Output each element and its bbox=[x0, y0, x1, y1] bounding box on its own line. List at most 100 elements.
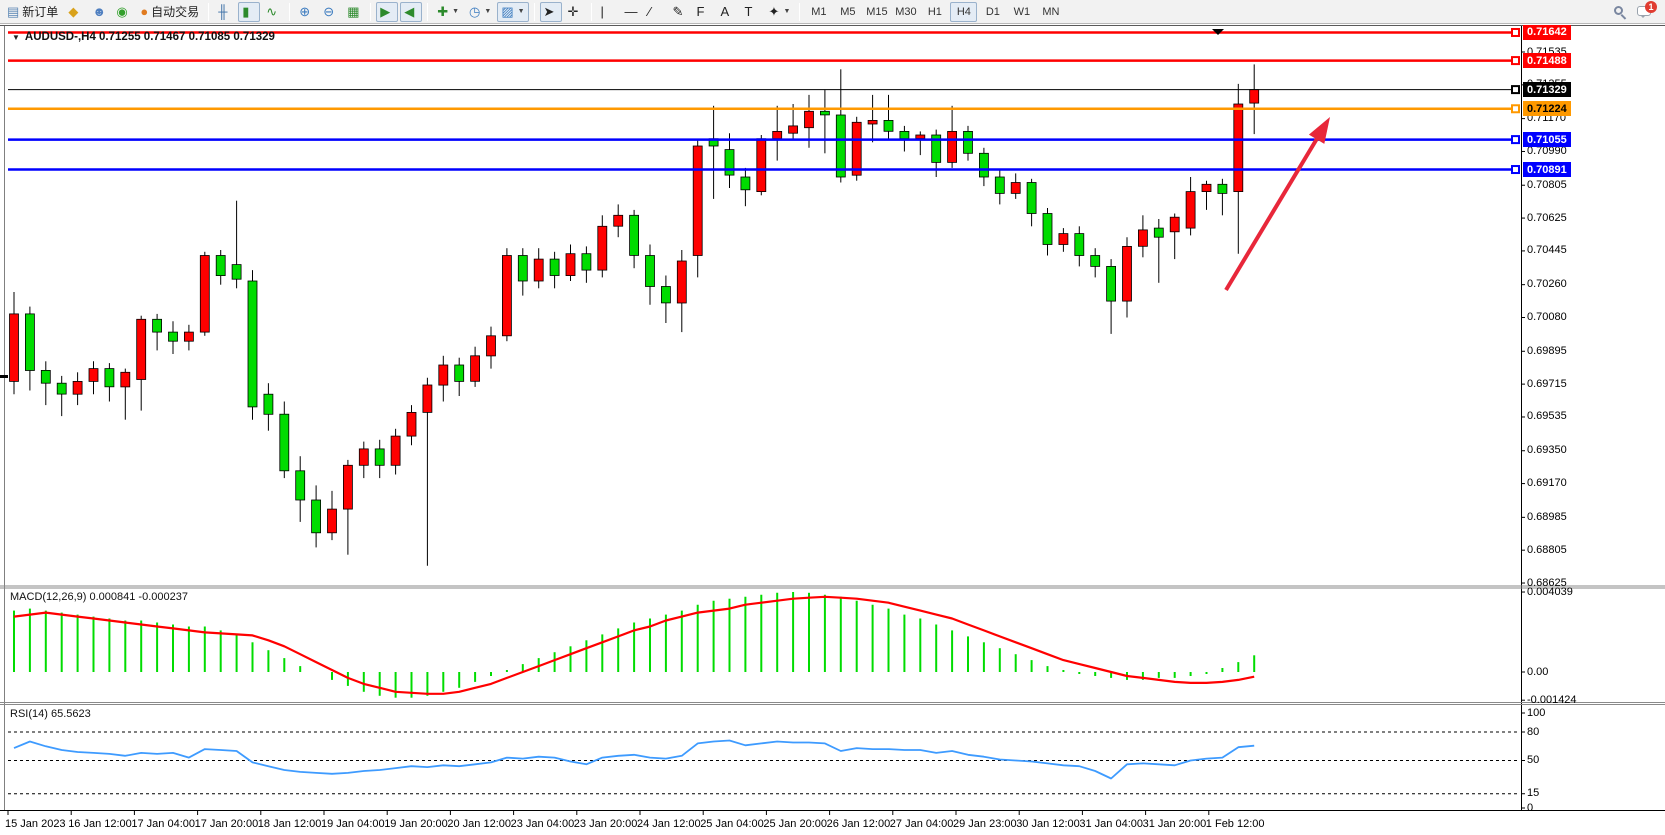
date-label: 20 Jan 12:00 bbox=[447, 818, 512, 830]
annotation-arrow-shaft[interactable] bbox=[1224, 133, 1322, 292]
candle bbox=[120, 368, 131, 420]
line-anchor-square bbox=[1511, 135, 1520, 145]
toolbar-button-auto-trading[interactable]: ● 自动交易 bbox=[136, 2, 203, 22]
dropdown-arrow-icon[interactable]: ▼ bbox=[484, 8, 492, 15]
candle-body bbox=[994, 176, 1005, 194]
toolbar-button-market-watch[interactable]: ☻ bbox=[88, 2, 110, 22]
chevron-down-icon[interactable]: ▼ bbox=[12, 32, 20, 42]
timeframe-m15[interactable]: M15 bbox=[866, 5, 888, 18]
toolbar-button-zoom-out[interactable]: ⊖ bbox=[319, 2, 341, 22]
auto-scroll-icon: ▶ bbox=[380, 4, 391, 19]
toolbar-button-chart-shift[interactable]: ◀ bbox=[400, 1, 423, 22]
date-label: 25 Jan 20:00 bbox=[763, 818, 828, 830]
toolbar-button-arrows[interactable]: ✦ ▼ bbox=[765, 2, 795, 22]
toolbar-button-line-chart[interactable]: ∿ bbox=[262, 2, 284, 22]
date-label: 29 Jan 23:00 bbox=[953, 818, 1017, 830]
timeframe-m1[interactable]: M1 bbox=[811, 5, 827, 18]
toolbar-button-vertical-line[interactable]: | bbox=[597, 2, 619, 22]
notifications-icon[interactable]: 1 bbox=[1637, 1, 1657, 19]
candle-body bbox=[851, 121, 862, 176]
current-bar-marker bbox=[1212, 29, 1224, 35]
price-tick-label: 0.68985 bbox=[1527, 510, 1567, 523]
candle bbox=[772, 105, 783, 161]
toolbar-button-auto-scroll[interactable]: ▶ bbox=[376, 1, 399, 22]
timeframe-d1[interactable]: D1 bbox=[985, 5, 1000, 18]
timeframe-h1[interactable]: H1 bbox=[927, 5, 942, 18]
candle bbox=[1042, 208, 1053, 256]
toolbar-button-tile-windows[interactable]: ▦ bbox=[343, 2, 365, 22]
date-label: 31 Jan 04:00 bbox=[1079, 818, 1144, 830]
vline-icon: | bbox=[600, 4, 604, 19]
toolbar-button-indicators[interactable]: ✚ ▼ bbox=[433, 2, 463, 22]
candle-body bbox=[1217, 183, 1228, 194]
candle-body bbox=[311, 499, 322, 534]
toolbar-button-crosshair[interactable]: ✛ bbox=[564, 2, 586, 22]
candle bbox=[740, 167, 751, 207]
candle bbox=[629, 209, 639, 269]
toolbar-button-text[interactable]: A bbox=[717, 2, 739, 22]
candle bbox=[820, 89, 830, 154]
candle-body bbox=[422, 384, 433, 413]
toolbar-button-trendline[interactable]: ∕ bbox=[645, 2, 667, 22]
search-icon[interactable] bbox=[1613, 5, 1627, 20]
candle-body bbox=[199, 255, 210, 333]
candle-body bbox=[1090, 255, 1101, 267]
candle bbox=[1138, 215, 1148, 258]
tiles-icon: ▦ bbox=[347, 4, 360, 19]
price-badge-0.71329: 0.71329 bbox=[1523, 82, 1571, 98]
candle-body bbox=[549, 258, 560, 276]
bars-icon: ╫ bbox=[218, 4, 228, 19]
toolbar-button-signals[interactable]: ◉ bbox=[112, 2, 134, 22]
toolbar-button-zoom-in[interactable]: ⊕ bbox=[295, 2, 317, 22]
toolbar-button-horizontal-line[interactable]: — bbox=[621, 2, 643, 22]
timeframe-m5[interactable]: M5 bbox=[840, 5, 856, 18]
candle-body bbox=[295, 470, 306, 501]
toolbar-button-charts[interactable]: ◆ bbox=[64, 2, 86, 22]
toolbar-group: ╫ ▮ ∿ bbox=[213, 0, 285, 24]
candle-body bbox=[390, 435, 401, 466]
timeframe-mn[interactable]: MN bbox=[1042, 5, 1060, 18]
candle bbox=[915, 131, 926, 156]
candle bbox=[835, 69, 846, 183]
candle bbox=[947, 105, 957, 168]
timeframe-m30[interactable]: M30 bbox=[895, 5, 917, 18]
toolbar-button-candlestick-chart[interactable]: ▮ bbox=[238, 1, 261, 22]
candle bbox=[104, 363, 115, 402]
toolbar-button-templates[interactable]: ▨ ▼ bbox=[497, 1, 529, 22]
candle-body bbox=[342, 464, 353, 510]
channel-icon: ✎ bbox=[672, 4, 684, 19]
candle bbox=[676, 250, 687, 333]
timeframe-h4[interactable]: H4 bbox=[950, 1, 978, 22]
price-badge-0.71642: 0.71642 bbox=[1523, 24, 1571, 40]
toolbar-button-periods[interactable]: ◷ ▼ bbox=[465, 2, 495, 22]
toolbar-button-equidistant-channel[interactable]: ✎ bbox=[669, 2, 691, 22]
dropdown-arrow-icon[interactable]: ▼ bbox=[783, 8, 791, 15]
candle-body bbox=[692, 145, 703, 256]
date-label: 31 Jan 20:00 bbox=[1142, 818, 1207, 830]
timeframe-w1[interactable]: W1 bbox=[1013, 5, 1031, 18]
toolbar-button-new-order[interactable]: ▤ 新订单 bbox=[3, 2, 62, 22]
candle-body bbox=[835, 114, 846, 178]
toolbar-group: ▤ 新订单 ◆ ☻ ◉ ● 自动交易 bbox=[2, 0, 204, 24]
candle-body bbox=[120, 371, 131, 388]
date-label: 16 Jan 12:00 bbox=[68, 818, 132, 830]
candle-body bbox=[358, 448, 369, 466]
candle bbox=[231, 200, 242, 289]
candle-body bbox=[72, 380, 83, 395]
hline-icon: — bbox=[624, 4, 638, 19]
dropdown-arrow-icon[interactable]: ▼ bbox=[517, 8, 525, 15]
annotation-arrow-head[interactable] bbox=[1308, 117, 1330, 144]
toolbar-right: 1 bbox=[1613, 1, 1665, 20]
candle-body bbox=[40, 369, 51, 384]
text-a-icon: A bbox=[720, 4, 730, 19]
toolbar-button-fibonacci[interactable]: F bbox=[693, 2, 715, 22]
candle bbox=[40, 361, 51, 406]
candle bbox=[501, 248, 512, 342]
date-label: 24 Jan 12:00 bbox=[637, 818, 701, 830]
dropdown-arrow-icon[interactable]: ▼ bbox=[452, 8, 460, 15]
chart-shift-icon: ◀ bbox=[404, 4, 415, 19]
toolbar-button-cursor[interactable]: ➤ bbox=[539, 1, 562, 22]
toolbar-separator bbox=[208, 2, 210, 21]
toolbar-button-text-label[interactable]: T bbox=[741, 2, 763, 22]
toolbar-button-bar-chart[interactable]: ╫ bbox=[214, 2, 236, 22]
